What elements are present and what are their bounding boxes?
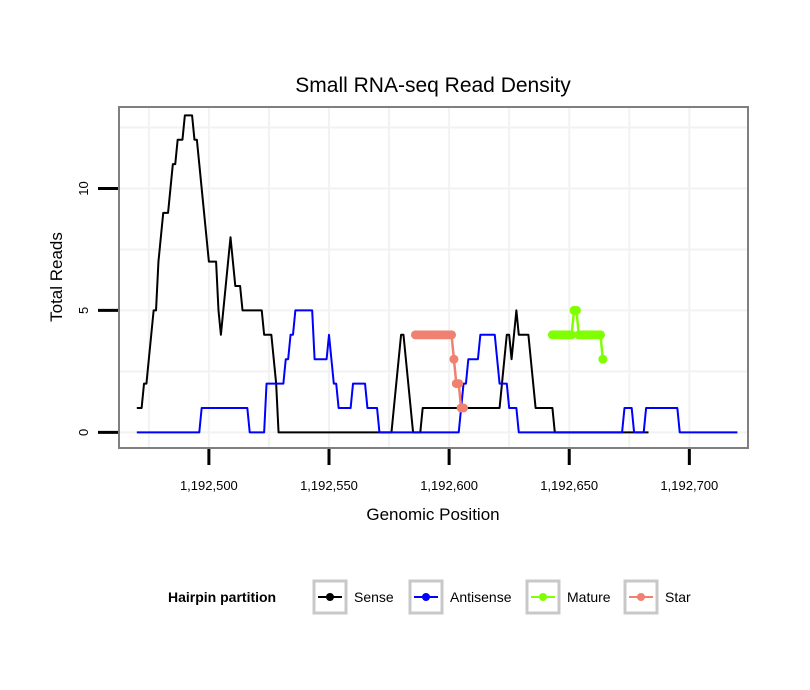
data-point-star [447,330,457,340]
legend-item-antisense: Antisense [408,579,512,615]
legend-item-sense: Sense [312,579,394,615]
data-point-star [459,403,469,413]
data-point-mature [571,305,581,315]
data-point-mature [595,330,605,340]
x-tick-label: 1,192,500 [180,478,238,493]
legend-label: Star [665,589,691,605]
series-star [410,330,469,413]
legend-label: Antisense [450,589,512,605]
x-tick-label: 1,192,600 [420,478,478,493]
data-point-star [454,379,464,389]
y-tick-label: 10 [76,181,91,195]
y-axis: 0 5 10 [76,181,119,436]
series-line-sense [136,114,649,434]
legend-key-dot [637,593,645,601]
legend-label: Mature [567,589,611,605]
y-tick-label: 0 [76,429,91,436]
chart-title: Small RNA-seq Read Density [295,74,571,97]
legend-key-dot [539,593,547,601]
legend-key-dot [422,593,430,601]
data-point-star [449,354,459,364]
plot-panel-border [118,106,749,449]
series-layer [136,114,738,434]
y-axis-title: Total Reads [47,232,66,322]
legend-title: Hairpin partition [168,589,276,605]
y-tick-label: 5 [76,307,91,314]
x-tick-label: 1,192,550 [300,478,358,493]
x-axis-title: Genomic Position [366,505,499,524]
series-sense [136,114,649,434]
series-line-antisense [136,309,738,434]
x-axis: 1,192,500 1,192,550 1,192,600 1,192,650 1,19… [180,449,718,493]
series-mature [547,305,608,364]
legend-label: Sense [354,589,394,605]
legend: Hairpin partition Sense Antisense Mature St… [168,579,691,615]
data-point-mature [598,354,608,364]
data-point-mature [567,330,577,340]
legend-item-star: Star [623,579,691,615]
x-tick-label: 1,192,650 [540,478,598,493]
legend-item-mature: Mature [525,579,611,615]
x-tick-label: 1,192,700 [660,478,718,493]
grid [120,108,747,447]
series-antisense [136,309,738,434]
legend-key-dot [326,593,334,601]
